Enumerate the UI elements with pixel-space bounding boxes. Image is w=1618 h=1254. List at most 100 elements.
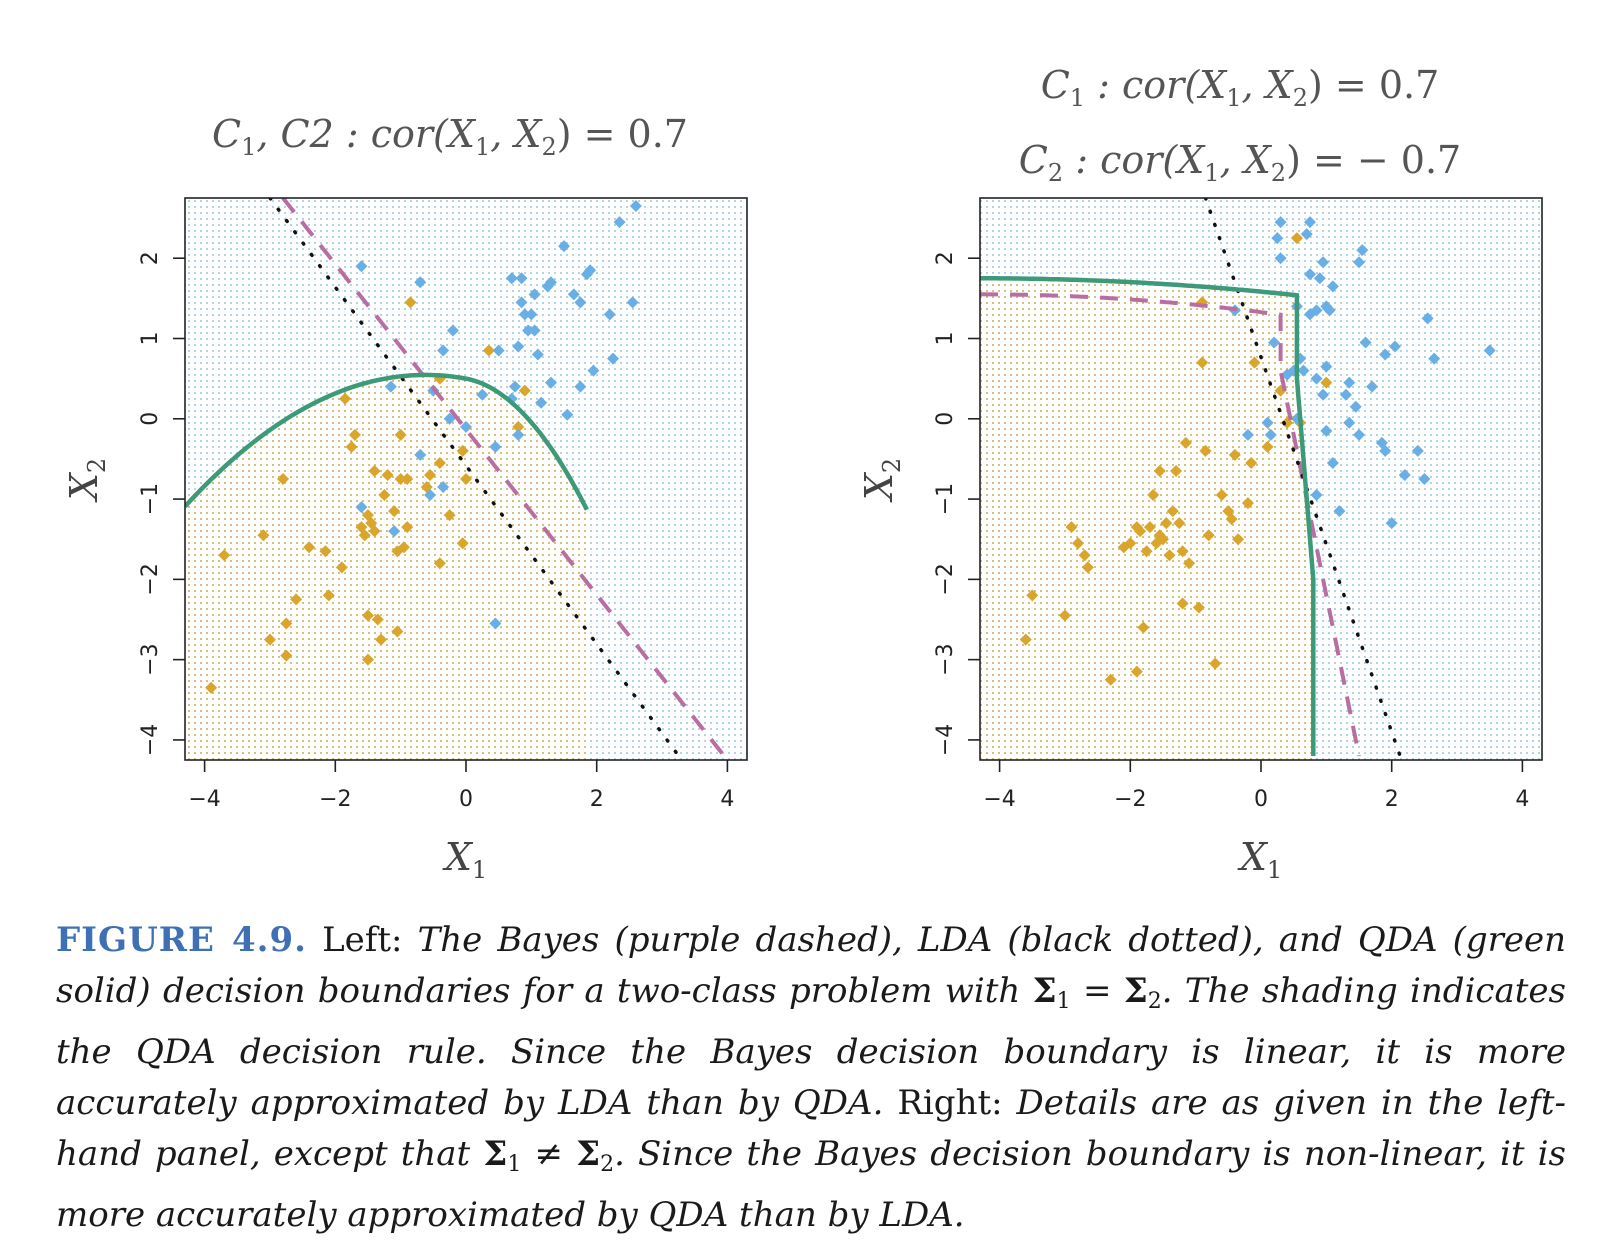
orange-point bbox=[443, 509, 456, 522]
left-panel-title: C1, C2 : cor(X1, X2) = 0.7 bbox=[170, 112, 730, 161]
blue-point bbox=[1268, 336, 1281, 349]
blue-point bbox=[1388, 340, 1401, 353]
blue-point bbox=[518, 308, 531, 321]
orange-point bbox=[424, 468, 437, 481]
blue-point bbox=[492, 344, 505, 357]
blue-point bbox=[561, 408, 574, 421]
orange-point bbox=[1183, 557, 1196, 570]
blue-point bbox=[1385, 517, 1398, 530]
plots-svg: −4 −2 0 2 4 −4 −3 −2 −1 0 1 2 X1 X2 −4 −2 0 2 4 −4 −3 −2 −1 0 1… bbox=[62, 197, 1543, 884]
y-tick-label: −3 bbox=[138, 643, 163, 675]
blue-point bbox=[525, 308, 538, 321]
orange-point bbox=[1245, 456, 1258, 469]
orange-point bbox=[263, 633, 276, 646]
blue-point bbox=[460, 420, 472, 433]
orange-point bbox=[1163, 549, 1176, 562]
orange-point bbox=[1173, 517, 1186, 530]
x-tick-label: −4 bbox=[188, 787, 220, 812]
orange-point bbox=[401, 473, 414, 485]
y-tick-label: −1 bbox=[138, 483, 163, 515]
orange-point bbox=[381, 468, 394, 481]
orange-point bbox=[303, 541, 316, 554]
blue-point bbox=[512, 428, 525, 441]
qda-boundary bbox=[185, 372, 589, 511]
orange-point bbox=[368, 525, 381, 538]
blue-point bbox=[522, 324, 535, 337]
blue-point bbox=[1326, 456, 1339, 469]
orange-point bbox=[482, 344, 495, 357]
orange-point bbox=[1156, 533, 1169, 546]
orange-point bbox=[335, 561, 348, 574]
blue-point bbox=[1353, 256, 1366, 269]
orange-point bbox=[368, 464, 381, 477]
blue-point bbox=[512, 340, 525, 353]
blue-point bbox=[1274, 216, 1287, 229]
blue-point bbox=[443, 412, 456, 425]
blue-point bbox=[1261, 416, 1274, 429]
blue-point bbox=[1313, 272, 1326, 285]
x-axis-title: X1 bbox=[1237, 835, 1282, 884]
blue-point bbox=[1356, 244, 1369, 257]
orange-point bbox=[1026, 589, 1039, 602]
orange-point bbox=[433, 557, 446, 570]
caption-sentence-3: Details are as given in the left-hand pa… bbox=[56, 1083, 1567, 1174]
blue-point bbox=[446, 324, 459, 337]
orange-point bbox=[1196, 356, 1209, 369]
caption-sentence-4: . Since the Bayes decision boundary is n… bbox=[56, 1134, 1566, 1235]
orange-point bbox=[290, 593, 303, 606]
x-tick-label: −4 bbox=[983, 787, 1015, 812]
blue-point bbox=[1310, 489, 1323, 502]
y-axis-title: X2 bbox=[62, 458, 111, 503]
left-title-line-1: C1, C2 : cor(X1, X2) = 0.7 bbox=[212, 112, 688, 161]
blue-point bbox=[1310, 372, 1323, 385]
orange-point bbox=[460, 473, 472, 485]
blue-point bbox=[1428, 352, 1441, 365]
orange-point bbox=[433, 456, 446, 469]
orange-region-shading bbox=[980, 278, 1314, 760]
blue-point bbox=[584, 264, 597, 277]
orange-point bbox=[1153, 464, 1166, 477]
orange-point bbox=[1199, 444, 1212, 457]
orange-point bbox=[358, 529, 371, 542]
orange-point bbox=[1130, 665, 1143, 678]
blue-point bbox=[1343, 416, 1356, 429]
blue-point bbox=[1411, 444, 1424, 457]
blue-point bbox=[489, 440, 502, 453]
blue-point bbox=[535, 396, 548, 409]
orange-point bbox=[1170, 464, 1183, 477]
blue-point bbox=[629, 200, 642, 213]
orange-region-shading bbox=[185, 374, 587, 760]
blue-point bbox=[437, 344, 450, 357]
blue-point bbox=[437, 481, 450, 494]
y-tick-label: 2 bbox=[933, 251, 958, 265]
orange-point bbox=[1248, 356, 1261, 369]
y-tick-label: 2 bbox=[138, 251, 163, 265]
orange-point bbox=[1290, 232, 1303, 245]
caption-right-label: Right: bbox=[897, 1083, 1003, 1123]
blue-point bbox=[515, 296, 528, 309]
x-tick-label: 2 bbox=[1385, 787, 1399, 812]
blue-point bbox=[1317, 388, 1330, 401]
x-axis-title: X1 bbox=[442, 835, 487, 884]
blue-point bbox=[509, 380, 522, 393]
blue-point bbox=[1300, 228, 1313, 241]
blue-point bbox=[1323, 304, 1336, 317]
blue-point bbox=[1264, 428, 1277, 441]
blue-point bbox=[531, 348, 544, 361]
y-tick-label: −3 bbox=[933, 643, 958, 675]
blue-point bbox=[587, 364, 600, 377]
orange-point bbox=[401, 521, 414, 534]
x-tick-label: 0 bbox=[459, 787, 473, 812]
orange-point bbox=[1078, 549, 1091, 562]
orange-point bbox=[1176, 545, 1189, 558]
orange-point bbox=[1143, 521, 1156, 534]
blue-point bbox=[1339, 388, 1352, 401]
orange-point bbox=[1232, 533, 1245, 546]
blue-point bbox=[626, 296, 639, 309]
blue-point bbox=[1271, 232, 1284, 245]
lda-boundary bbox=[268, 198, 684, 760]
orange-point bbox=[322, 589, 335, 602]
orange-point bbox=[280, 649, 293, 662]
blue-point bbox=[1398, 468, 1411, 481]
blue-point bbox=[1297, 364, 1310, 377]
